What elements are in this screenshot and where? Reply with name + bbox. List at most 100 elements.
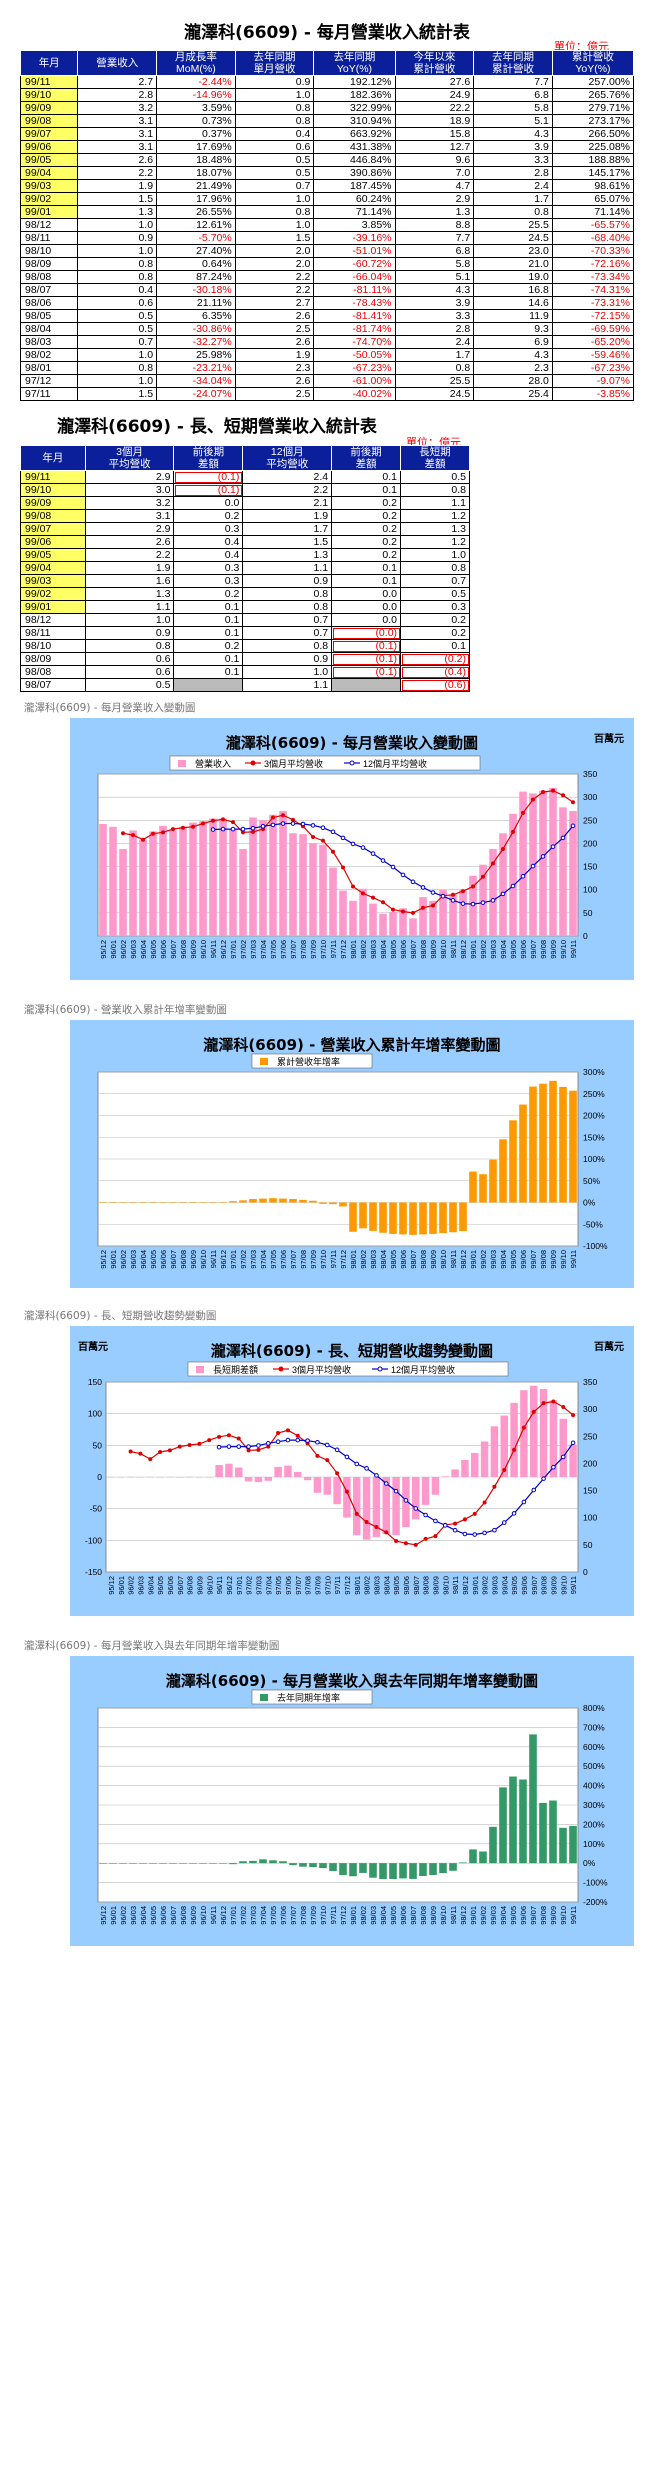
bar xyxy=(249,1860,257,1864)
data-point xyxy=(531,1487,537,1493)
data-point xyxy=(431,903,435,908)
table-row: 99/02 1.5 17.96% 1.0 60.24% 2.9 1.7 65.07% xyxy=(19,192,635,206)
y-tick-label: 100 xyxy=(583,885,597,895)
data-point xyxy=(550,844,556,849)
legend-label: 12個月平均營收 xyxy=(391,1364,455,1375)
data-point xyxy=(491,861,495,866)
x-tick-label: 98/05 xyxy=(389,1906,398,1925)
data-point xyxy=(521,810,525,815)
data-point xyxy=(551,788,555,793)
data-point xyxy=(403,1498,409,1503)
bar xyxy=(299,834,307,936)
bar xyxy=(129,830,137,936)
table-cell: 1.2 xyxy=(400,509,470,523)
row-period: 98/09 xyxy=(20,652,86,666)
row-period: 99/08 xyxy=(20,509,86,523)
table-cell: 0.2 xyxy=(400,626,470,640)
table-cell: -72.16% xyxy=(551,257,635,271)
table-row: 98/03 0.7 -32.27% 2.6 -74.70% 2.4 6.9 -65.20% xyxy=(19,335,635,349)
table-cell: (0.6) xyxy=(400,678,470,692)
x-tick-label: 99/06 xyxy=(519,1906,528,1925)
x-tick-label: 95/12 xyxy=(107,1576,116,1595)
table-cell: 1.5 xyxy=(77,387,158,401)
bar xyxy=(549,787,557,936)
row-period: 99/10 xyxy=(20,483,86,497)
bar xyxy=(259,1859,267,1864)
data-point xyxy=(291,817,295,822)
bar xyxy=(359,1863,367,1873)
unit-label-left: 百萬元 xyxy=(78,1340,108,1353)
x-tick-label: 98/07 xyxy=(409,1906,418,1925)
data-point xyxy=(461,889,465,894)
table-cell: -24.07% xyxy=(156,387,236,401)
x-tick-label: 96/08 xyxy=(179,1250,188,1269)
data-point xyxy=(334,1447,340,1453)
x-tick-label: 97/04 xyxy=(264,1576,273,1595)
data-point xyxy=(236,1444,242,1449)
x-tick-label: 96/12 xyxy=(219,1906,228,1925)
x-tick-label: 99/09 xyxy=(549,1576,558,1595)
x-tick-label: 99/11 xyxy=(569,1250,578,1268)
bar xyxy=(399,1863,407,1879)
x-tick-label: 99/01 xyxy=(469,940,478,959)
x-tick-label: 96/01 xyxy=(109,940,118,959)
row-period: 98/02 xyxy=(19,348,79,362)
table-row: 99/07 2.9 0.3 1.7 0.2 1.3 xyxy=(20,522,470,536)
legend-swatch xyxy=(196,1366,204,1373)
col-header: 月成長率 MoM(%) xyxy=(156,50,236,76)
bar xyxy=(519,1779,527,1864)
bar xyxy=(419,1202,427,1235)
x-tick-label: 97/12 xyxy=(343,1576,352,1595)
table-cell: -61.00% xyxy=(313,374,396,388)
data-point xyxy=(391,907,395,912)
x-tick-label: 99/01 xyxy=(469,1250,478,1269)
x-tick-label: 98/11 xyxy=(449,940,458,958)
table-cell: 1.7 xyxy=(242,522,333,536)
table-cell: 0.3 xyxy=(173,561,244,575)
bar xyxy=(169,1863,177,1864)
table-cell: 19.0 xyxy=(473,270,553,284)
bar xyxy=(319,1202,327,1204)
y-tick-label: 50 xyxy=(93,1440,103,1450)
x-tick-label: 99/10 xyxy=(559,1576,568,1595)
x-tick-label: 98/05 xyxy=(389,940,398,959)
data-point xyxy=(201,821,205,826)
table-cell: 98.61% xyxy=(551,179,635,193)
x-tick-label: 99/05 xyxy=(509,1250,518,1269)
bar xyxy=(195,1477,204,1478)
data-point xyxy=(167,1448,172,1453)
table-cell: 3.3 xyxy=(394,309,475,323)
bar xyxy=(509,1120,517,1203)
data-point xyxy=(410,879,416,885)
bar xyxy=(99,1863,107,1864)
row-period: 99/11 xyxy=(19,75,79,89)
bar xyxy=(329,1202,337,1205)
table-cell: -39.16% xyxy=(313,231,396,245)
table-cell: 25.5 xyxy=(473,218,553,232)
x-tick-label: 98/09 xyxy=(429,940,438,959)
table-cell: 0.2 xyxy=(331,522,402,536)
bar xyxy=(239,848,247,936)
col-header: 3個月 平均營收 xyxy=(84,445,175,471)
bar xyxy=(559,807,567,936)
table-cell: 24.5 xyxy=(394,387,475,401)
table-cell: 24.5 xyxy=(473,231,553,245)
long-short-revenue-table: 年月 3個月 平均營收 前後期 差額 12個月 平均營收 前後期 差額 長短期 差額 99/… xyxy=(20,445,470,692)
bar xyxy=(569,1090,577,1203)
x-tick-label: 98/08 xyxy=(419,1250,428,1269)
table-cell: 1.9 xyxy=(242,509,333,523)
row-period: 99/02 xyxy=(20,587,86,601)
bar xyxy=(480,1441,489,1477)
table-cell: -9.07% xyxy=(551,374,635,388)
data-point xyxy=(472,1511,477,1516)
bar xyxy=(379,1202,387,1233)
x-tick-label: 98/06 xyxy=(402,1576,411,1595)
data-point xyxy=(551,1399,556,1404)
x-tick-label: 99/11 xyxy=(569,1906,578,1924)
x-tick-label: 97/04 xyxy=(259,1906,268,1925)
bar xyxy=(319,844,327,936)
table-cell: 0.0 xyxy=(173,496,244,510)
bar xyxy=(179,1202,187,1203)
data-point xyxy=(340,835,346,841)
table2-title: 瀧澤科(6609) - 長、短期營業收入統計表 xyxy=(57,417,377,437)
